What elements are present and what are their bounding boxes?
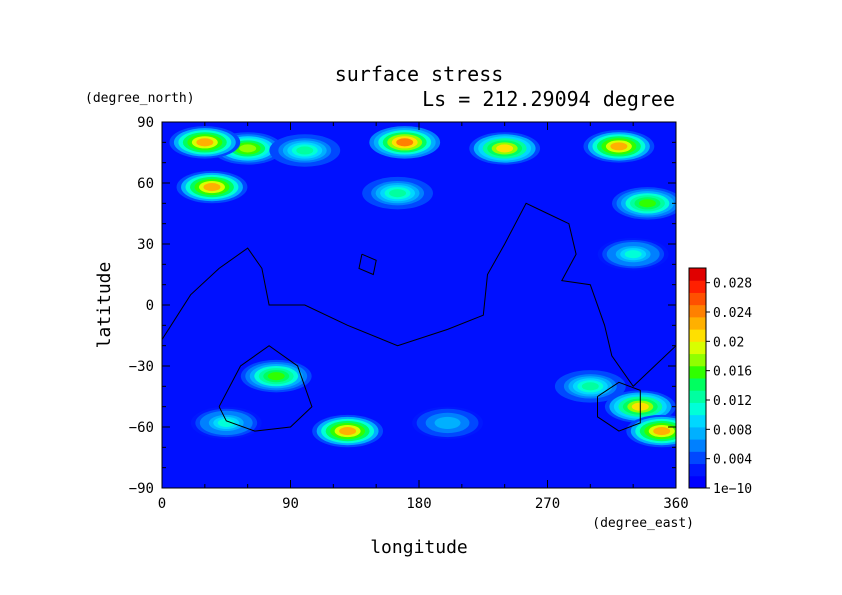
y-tick-label: −90 [129, 481, 154, 497]
colorbar-swatch [689, 316, 706, 330]
colorbar-swatch [689, 390, 706, 403]
colorbar-swatch [689, 341, 706, 355]
coastlines [162, 202, 676, 432]
y-tick-label: 60 [137, 176, 154, 192]
colorbar-swatch [689, 475, 706, 489]
stress-contour [267, 372, 285, 381]
x-axis-label: longitude [370, 537, 468, 558]
stress-contour [217, 418, 235, 427]
colorbar-tick-label: 0.016 [713, 365, 752, 380]
stress-contour [610, 142, 628, 151]
colorbar-tick-label: 1e−10 [713, 482, 752, 497]
stress-feature [412, 406, 483, 440]
colorbar-tick-label: 0.012 [713, 394, 752, 409]
stress-feature [469, 132, 541, 165]
stress-feature [612, 187, 676, 220]
stress-feature [312, 414, 384, 448]
stress-feature [269, 134, 341, 167]
stress-contour [389, 189, 407, 198]
coastline [358, 253, 377, 276]
colorbar-swatch [689, 268, 706, 281]
stress-feature [369, 126, 441, 159]
colorbar-tick-label: 0.02 [713, 335, 744, 350]
coastline [218, 345, 313, 432]
stress-feature [169, 126, 241, 159]
x-tick-label: 90 [282, 496, 299, 512]
colorbar-frame [688, 267, 707, 489]
colorbar-tick-label: 0.004 [713, 453, 752, 468]
y-axis: 90 60 30 0 −30 −60 −90 [129, 115, 676, 497]
field-features [169, 126, 676, 448]
stress-contour [581, 382, 599, 391]
stress-contour [339, 427, 357, 436]
stress-contour [653, 427, 671, 436]
colorbar-tick-label: 0.008 [713, 423, 752, 438]
coastline [162, 202, 676, 388]
x-tick-label: 180 [406, 496, 431, 512]
colorbar-tick-label: 0.028 [713, 277, 752, 292]
stress-feature [176, 170, 248, 204]
stress-feature [626, 414, 676, 448]
stress-feature [597, 237, 669, 271]
stress-contour [396, 138, 414, 147]
x-tick-label: 0 [158, 496, 166, 512]
x-unit-label: (degree_east) [592, 516, 694, 531]
colorbar-swatch [689, 426, 706, 440]
stress-contour [203, 183, 221, 192]
colorbar-swatch [689, 378, 706, 391]
stress-contour [439, 418, 457, 427]
colorbar-swatch [689, 365, 706, 379]
colorbar-swatch [689, 280, 706, 293]
colorbar-swatch [689, 402, 706, 416]
colorbar-tick-label: 0.024 [713, 306, 752, 321]
colorbar-swatch [689, 353, 706, 367]
colorbar-swatch [689, 414, 706, 428]
stress-contour [496, 144, 514, 153]
colorbar-swatch [689, 292, 706, 306]
y-unit-label: (degree_north) [85, 91, 195, 106]
colorbar: 1e−10 0.004 0.008 0.012 0.016 0.02 0.024 0.028 [688, 267, 752, 497]
colorbar-swatch [689, 329, 706, 342]
stress-field [162, 122, 676, 488]
y-tick-label: −60 [129, 420, 154, 436]
x-tick-label: 270 [535, 496, 560, 512]
colorbar-swatch [689, 439, 706, 452]
y-tick-label: 0 [146, 298, 154, 314]
stress-contour [296, 146, 314, 155]
x-tick-label: 360 [663, 496, 688, 512]
stress-feature [554, 370, 626, 403]
stress-contour [624, 250, 642, 259]
stress-feature [362, 176, 433, 210]
x-axis: 0 90 180 270 360 [158, 122, 689, 512]
y-tick-label: 30 [137, 237, 154, 253]
y-tick-label: −30 [129, 359, 154, 375]
coastline [597, 381, 641, 432]
colorbar-swatch [689, 451, 706, 465]
chart-subtitle: Ls = 212.29094 degree [422, 87, 675, 111]
stress-feature [583, 130, 655, 163]
stress-contour [196, 138, 214, 147]
stress-contour [239, 144, 257, 153]
stress-contour [638, 199, 656, 208]
y-tick-label: 90 [137, 115, 154, 131]
chart-title: surface stress [335, 62, 504, 86]
stress-feature [240, 359, 312, 393]
colorbar-swatch [689, 304, 706, 318]
stress-feature [190, 406, 262, 440]
y-axis-label: latitude [94, 262, 115, 349]
colorbar-swatch [689, 463, 706, 477]
